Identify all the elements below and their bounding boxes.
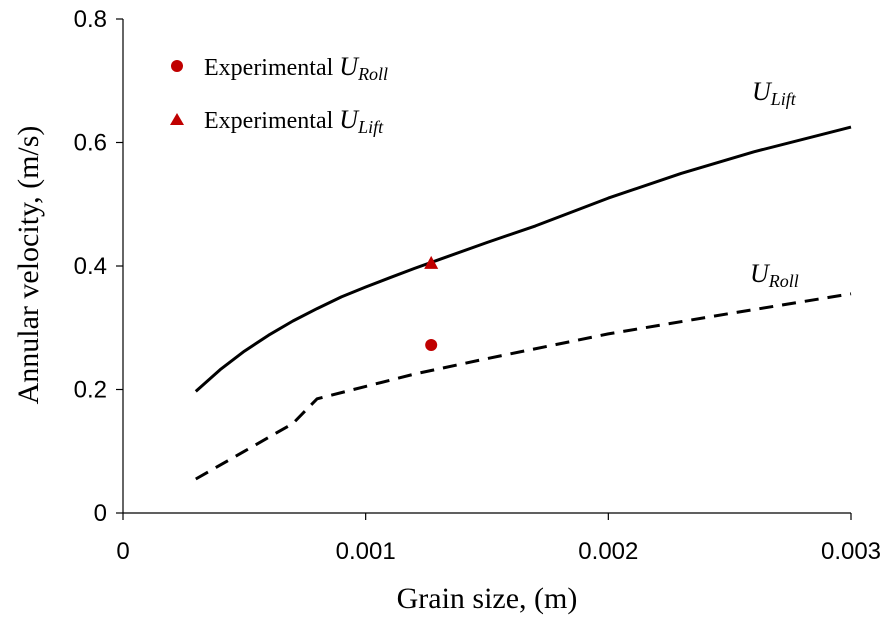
curve-label-roll: URoll: [750, 259, 799, 291]
legend-entry-experimental-roll: Experimental URoll: [204, 52, 388, 84]
y-tick-label: 0.4: [74, 253, 107, 280]
curve-label-lift: ULift: [752, 77, 797, 109]
y-axis-title: Annular velocity, (m/s): [12, 126, 45, 405]
x-tick-label: 0.001: [336, 538, 396, 565]
legend-marker-experimental-lift: [170, 113, 184, 125]
x-tick-label: 0.002: [578, 538, 638, 565]
data-point-experimental-roll: [425, 339, 438, 352]
series-line-lift: [194, 125, 852, 393]
y-tick-label: 0: [94, 500, 107, 527]
x-axis-title: Grain size, (m): [397, 582, 578, 615]
x-tick-label: 0: [116, 538, 129, 565]
y-tick-label: 0.8: [74, 6, 107, 33]
y-tick-label: 0.6: [74, 130, 107, 157]
legend: Experimental URoll Experimental ULift: [170, 52, 388, 137]
legend-entry-experimental-lift: Experimental ULift: [204, 105, 384, 137]
y-tick-label: 0.2: [74, 377, 107, 404]
data-point-experimental-lift: [424, 255, 439, 269]
x-tick-label: 0.003: [821, 538, 881, 565]
plot-area: 0 0.2 0.4 0.6 0.8 0 0.001 0.002 0.003: [74, 6, 881, 565]
legend-marker-experimental-roll: [171, 60, 183, 72]
series-line-roll: [195, 292, 852, 481]
